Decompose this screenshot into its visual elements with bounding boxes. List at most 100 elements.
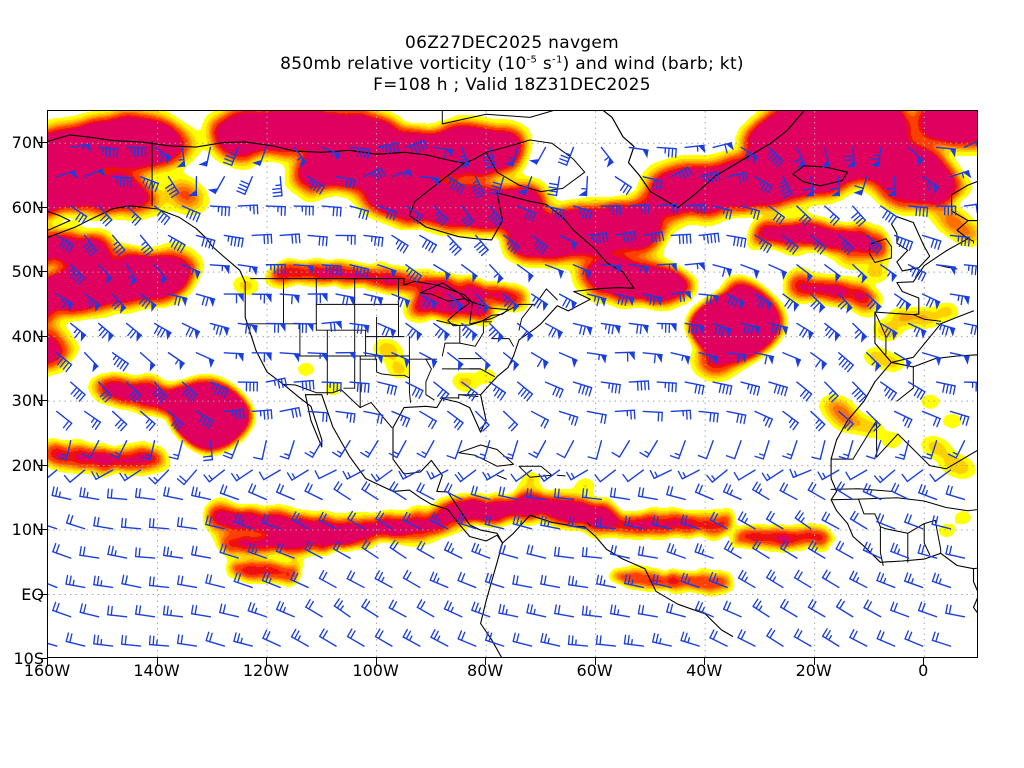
- wind-barb: [304, 440, 323, 458]
- wind-barb: [835, 481, 854, 501]
- wind-barb: [876, 630, 896, 647]
- wind-barb: [304, 540, 323, 559]
- wind-barb: [670, 352, 691, 365]
- title-units-exp2: -1: [552, 54, 563, 66]
- wind-barb: [447, 176, 466, 195]
- wind-barb: [558, 234, 578, 251]
- wind-barb: [666, 602, 686, 618]
- wind-barb: [125, 264, 138, 286]
- wind-barb: [642, 410, 663, 422]
- coast-west-africa: [830, 361, 975, 570]
- wind-barb: [935, 146, 957, 158]
- wind-barb: [572, 264, 592, 280]
- wind-barb: [766, 569, 784, 589]
- wind-barb: [669, 440, 686, 460]
- wind-barb: [670, 409, 692, 420]
- wind-barb: [651, 515, 672, 530]
- border-state-ok-tx: [359, 358, 410, 379]
- wind-barb: [706, 469, 728, 483]
- wind-barb: [879, 264, 897, 283]
- wind-barb: [419, 234, 437, 254]
- wind-barb: [949, 170, 972, 179]
- wind-barb: [866, 234, 883, 255]
- wind-barb: [656, 322, 677, 334]
- wind-barb: [768, 381, 788, 397]
- wind-barb: [947, 440, 966, 459]
- wind-barb: [265, 377, 288, 389]
- wind-barb: [907, 322, 927, 339]
- wind-barb: [153, 205, 171, 226]
- x-axis-label-20w: 20W: [795, 661, 832, 680]
- wind-barb: [726, 293, 745, 310]
- y-axis-tick: [38, 464, 47, 466]
- wind-barb: [48, 469, 58, 479]
- wind-barb: [219, 543, 240, 559]
- wind-barb: [361, 539, 379, 559]
- wind-barb: [447, 293, 464, 313]
- border-morocco-algeria: [896, 366, 914, 402]
- wind-barb: [447, 234, 462, 256]
- wind-barb: [516, 205, 536, 222]
- wind-barb: [670, 233, 692, 245]
- wind-barb: [829, 176, 840, 197]
- wind-barb: [443, 600, 463, 618]
- wind-barb: [517, 176, 533, 196]
- wind-barb: [56, 234, 75, 253]
- wind-barb: [609, 604, 631, 618]
- wind-barb: [335, 176, 356, 190]
- wind-barb: [148, 635, 170, 647]
- wind-barb: [614, 230, 637, 243]
- wind-barb: [48, 583, 58, 589]
- wind-barb: [817, 469, 840, 481]
- wind-barb: [83, 410, 102, 430]
- wind-barb: [600, 322, 621, 335]
- wind-barb: [237, 322, 258, 335]
- wind-barb: [893, 234, 914, 251]
- wind-barb: [391, 352, 411, 368]
- wind-barb: [111, 293, 127, 314]
- wind-barb: [65, 514, 86, 530]
- wind-barb: [614, 409, 636, 420]
- wind-barb: [754, 410, 774, 428]
- wind-barb: [498, 544, 519, 559]
- wind-barb: [666, 542, 686, 559]
- wind-barb: [581, 546, 603, 559]
- wind-barb: [637, 604, 658, 618]
- wind-barb: [726, 410, 747, 425]
- wind-barb: [766, 627, 784, 647]
- wind-barb: [388, 440, 407, 459]
- coast-ireland: [869, 238, 892, 263]
- y-axis-label-10n: 10N: [11, 520, 44, 540]
- wind-barb: [512, 514, 533, 530]
- wind-barb: [205, 515, 226, 530]
- wind-barb: [168, 440, 184, 460]
- wind-barb: [181, 381, 198, 402]
- wind-barb: [538, 469, 561, 482]
- wind-barb: [866, 293, 882, 314]
- wind-barb: [917, 601, 938, 618]
- wind-barb: [811, 440, 826, 460]
- wind-barb: [307, 176, 326, 195]
- wind-barb: [56, 170, 78, 179]
- wind-barb: [335, 234, 356, 245]
- wind-barb: [111, 176, 133, 188]
- wind-barb: [484, 572, 505, 589]
- wind-barb: [921, 440, 938, 460]
- wind-barb: [190, 545, 212, 559]
- wind-barb: [600, 205, 622, 216]
- wind-barb: [793, 146, 806, 169]
- border-portugal: [874, 311, 887, 355]
- wind-barb: [416, 482, 435, 501]
- wind-barb: [945, 484, 966, 501]
- wind-barb: [894, 440, 910, 460]
- wind-barb: [119, 469, 142, 482]
- chart-title-block: 06Z27DEC2025 navgem 850mb relative vorti…: [0, 33, 1024, 96]
- wind-barb: [293, 146, 307, 168]
- wind-barb: [111, 234, 126, 257]
- wind-barb: [851, 381, 867, 403]
- wind-barb: [594, 469, 617, 483]
- wind-barb: [530, 410, 550, 429]
- coast-w-samerica: [480, 542, 504, 657]
- wind-barb: [139, 176, 160, 193]
- wind-barb: [430, 628, 449, 647]
